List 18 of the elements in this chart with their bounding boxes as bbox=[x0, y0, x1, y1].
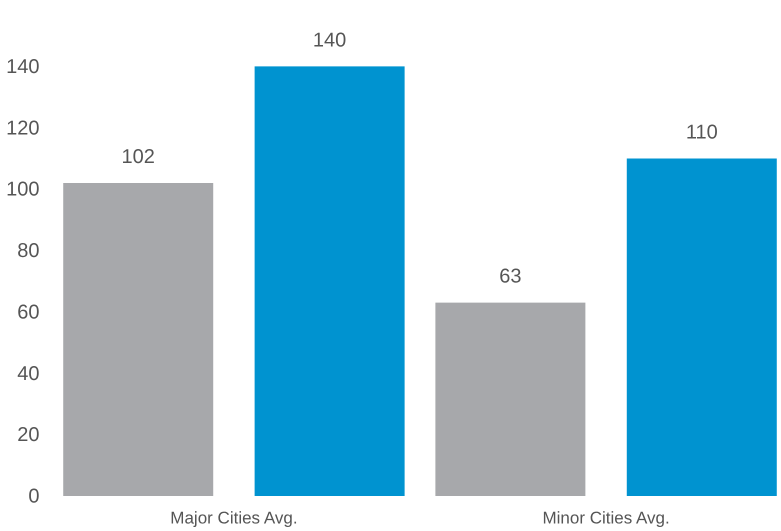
y-tick-label: 80 bbox=[17, 240, 40, 262]
bar bbox=[626, 158, 777, 496]
y-tick-label: 60 bbox=[17, 301, 40, 324]
data-label: 102 bbox=[122, 146, 155, 168]
y-tick-label: 140 bbox=[6, 56, 40, 78]
y-tick-label: 20 bbox=[17, 424, 40, 446]
bar bbox=[254, 66, 405, 496]
y-tick-label: 40 bbox=[17, 362, 40, 385]
data-label: 110 bbox=[686, 121, 718, 144]
x-tick-label: Minor Cities Avg. bbox=[542, 508, 670, 528]
y-tick-label: 0 bbox=[28, 486, 40, 508]
bar bbox=[63, 182, 214, 496]
data-label: 140 bbox=[312, 29, 346, 52]
x-tick-label: Major Cities Avg. bbox=[170, 508, 298, 528]
y-tick-label: 120 bbox=[6, 117, 40, 140]
y-tick-label: 100 bbox=[6, 178, 40, 201]
data-label: 63 bbox=[499, 266, 522, 288]
bar bbox=[435, 302, 586, 496]
